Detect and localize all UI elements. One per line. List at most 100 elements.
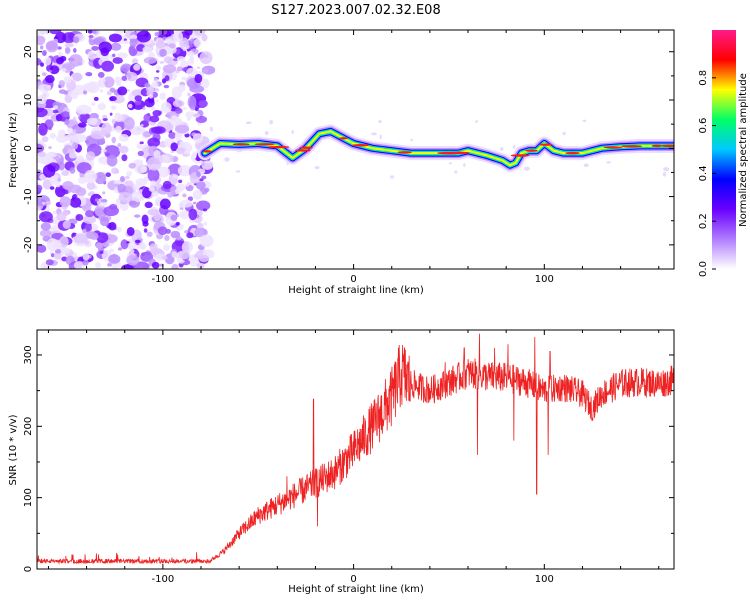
noise-blob	[40, 62, 45, 67]
noise-blob	[122, 40, 129, 45]
noise-blob	[131, 89, 143, 97]
noise-dot	[235, 170, 241, 173]
signal-ridge	[197, 124, 674, 173]
noise-blob	[156, 166, 171, 178]
noise-blob	[155, 41, 166, 49]
noise-blob	[67, 91, 74, 97]
noise-blob	[171, 251, 177, 258]
noise-dot	[662, 172, 667, 177]
noise-blob	[179, 210, 190, 220]
ridge-hotspot	[525, 149, 538, 152]
noise-dot	[269, 119, 274, 125]
ridge-hotspot	[510, 154, 530, 157]
noise-blob	[119, 176, 125, 183]
noise-blob	[126, 226, 135, 236]
noise-blob	[57, 51, 63, 58]
noise-blob	[151, 126, 163, 134]
noise-blob	[159, 198, 171, 210]
noise-blob	[192, 189, 203, 200]
noise-blob	[108, 33, 122, 43]
spectrogram-xtick-label: 0	[350, 274, 356, 285]
noise-blob	[123, 117, 135, 130]
spectrogram-xlabel: Height of straight line (km)	[288, 285, 424, 296]
noise-blob	[203, 221, 208, 226]
colorbar-tick-label: 0.2	[698, 213, 709, 229]
noise-blob	[177, 165, 192, 177]
noise-blob	[73, 129, 77, 133]
noise-blob	[104, 81, 108, 86]
noise-blob	[90, 130, 106, 140]
noise-blob	[152, 109, 162, 117]
noise-blob	[193, 201, 197, 205]
noise-blob	[179, 199, 193, 208]
ridge-hotspot	[295, 149, 311, 152]
noise-blob	[156, 65, 161, 71]
noise-blob	[108, 221, 117, 231]
spectrogram-ylabel: Frequency (Hz)	[8, 112, 19, 188]
noise-blob	[135, 178, 148, 187]
noise-blob	[87, 50, 96, 60]
noise-blob	[100, 47, 110, 57]
noise-blob	[70, 72, 84, 82]
noise-blob	[146, 231, 153, 237]
noise-blob	[84, 240, 90, 245]
snr-xlabel: Height of straight line (km)	[288, 584, 424, 595]
noise-blob	[202, 208, 208, 212]
noise-dot	[606, 161, 611, 164]
noise-blob	[77, 62, 83, 66]
noise-blob	[53, 105, 59, 110]
noise-blob	[196, 171, 201, 177]
noise-blob	[164, 75, 170, 82]
noise-blob	[198, 254, 210, 262]
noise-blob	[44, 56, 52, 66]
snr-ticks: -100 0 100 0 100 200 300	[23, 330, 674, 585]
noise-blob	[87, 192, 92, 196]
noise-blob	[82, 228, 87, 233]
noise-blob	[55, 181, 61, 188]
noise-blob	[84, 210, 95, 218]
noise-blob	[72, 36, 80, 44]
noise-blob	[129, 34, 138, 40]
noise-blob	[110, 105, 117, 110]
noise-blob	[147, 137, 161, 148]
noise-blob	[196, 66, 201, 69]
noise-blob	[54, 248, 62, 254]
noise-blob	[163, 243, 170, 251]
noise-dot	[291, 130, 294, 134]
noise-blob	[151, 261, 160, 269]
noise-blob	[41, 72, 47, 77]
noise-blob	[48, 146, 52, 149]
noise-blob	[48, 30, 62, 35]
ridge-hotspot	[203, 150, 212, 153]
noise-blob	[39, 45, 44, 50]
noise-blob	[126, 254, 140, 266]
snr-line	[37, 333, 674, 565]
noise-blob	[94, 172, 107, 185]
noise-blob	[148, 94, 154, 99]
noise-blob	[157, 226, 168, 236]
noise-blob	[175, 188, 181, 195]
noise-blob	[61, 111, 70, 118]
noise-blob	[170, 214, 178, 221]
noise-blob	[173, 157, 178, 162]
noise-blob	[143, 56, 157, 64]
noise-blob	[129, 248, 135, 254]
noise-blob	[111, 118, 116, 125]
ridge-hotspot	[449, 151, 470, 155]
noise-blob	[153, 77, 159, 82]
colorbar-gradient	[712, 30, 736, 269]
snr-xtick-label: 100	[535, 574, 554, 585]
noise-blob	[141, 252, 146, 257]
spectrogram-ytick-label: 10	[23, 94, 34, 107]
noise-blob	[175, 221, 180, 226]
noise-blob	[56, 134, 69, 143]
noise-blob	[149, 243, 158, 252]
colorbar-tick-label: 0.4	[698, 165, 709, 181]
noise-blob	[128, 200, 137, 206]
noise-dot	[371, 132, 377, 136]
noise-blob	[139, 141, 144, 145]
noise-blob	[187, 50, 195, 57]
noise-blob	[62, 189, 69, 195]
noise-blob	[147, 168, 160, 183]
noise-blob	[148, 52, 155, 59]
